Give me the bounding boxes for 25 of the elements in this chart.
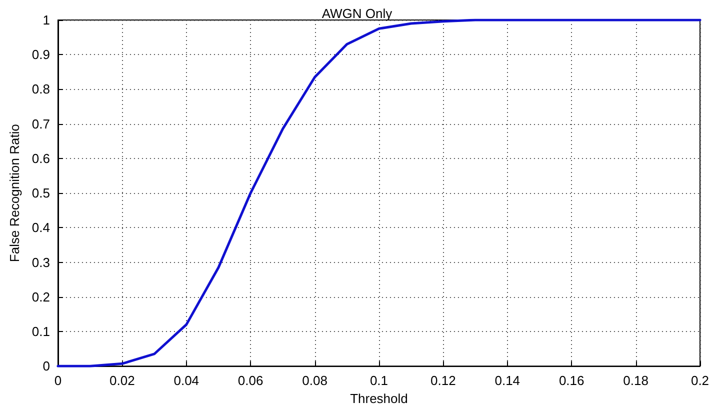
x-tick-label: 0.14 bbox=[494, 373, 520, 388]
y-tick-label: 0.8 bbox=[32, 82, 50, 97]
y-tick-label: 0.5 bbox=[32, 186, 50, 201]
x-tick-label: 0.08 bbox=[302, 373, 328, 388]
x-tick-label: 0 bbox=[54, 373, 62, 388]
x-axis-title: Threshold bbox=[350, 391, 408, 406]
y-tick-label: 1 bbox=[42, 12, 50, 28]
y-tick-label: 0.2 bbox=[32, 289, 50, 304]
y-tick-label: 0.1 bbox=[32, 324, 50, 339]
x-tick-label: 0.12 bbox=[430, 373, 456, 388]
y-tick-label: 0.6 bbox=[32, 150, 50, 166]
x-tick-label: 0.04 bbox=[174, 373, 200, 388]
x-tick-label: 0.18 bbox=[623, 373, 648, 388]
chart-title: AWGN Only bbox=[322, 6, 393, 21]
x-tick-label: 0.06 bbox=[238, 373, 264, 388]
x-tick-label: 0.2 bbox=[690, 373, 710, 388]
x-tick-label: 0.1 bbox=[370, 373, 388, 388]
y-tick-label: 0 bbox=[42, 358, 50, 374]
y-tick-label: 0.3 bbox=[32, 254, 50, 270]
y-tick-label: 0.7 bbox=[32, 116, 50, 132]
x-tick-label: 0.16 bbox=[558, 373, 584, 388]
y-tick-label: 0.9 bbox=[32, 47, 50, 62]
x-tick-label: 0.02 bbox=[110, 373, 135, 388]
y-axis-title: False Recognition Ratio bbox=[7, 124, 22, 262]
y-tick-label: 0.4 bbox=[32, 220, 50, 236]
